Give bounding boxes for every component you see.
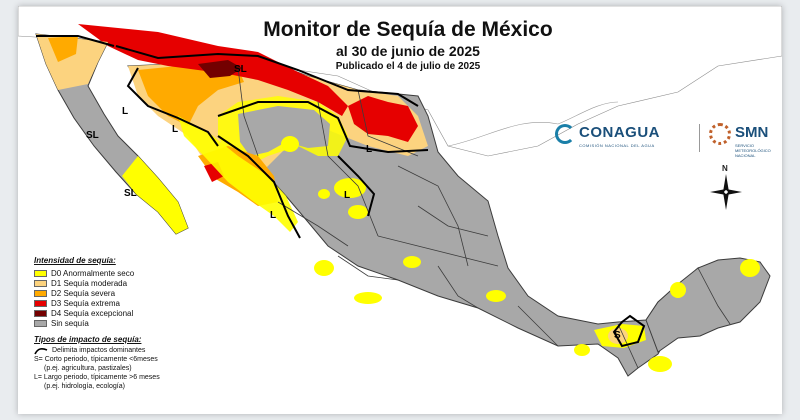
drought-d0-spot bbox=[348, 205, 368, 219]
drought-baja-south bbox=[122, 156, 188, 234]
smn-subtitle: SERVICIO METEOROLÓGICO NACIONAL bbox=[735, 143, 771, 158]
impact-short-example: (p.ej. agricultura, pastizales) bbox=[44, 365, 132, 372]
legend-item: D0 Anormalmente seco bbox=[34, 268, 224, 278]
legend-swatch bbox=[34, 309, 47, 317]
conagua-mark-icon bbox=[555, 124, 575, 144]
conagua-logo: CONAGUA COMISIÓN NACIONAL DEL AGUA bbox=[553, 120, 683, 156]
legend-swatch bbox=[34, 269, 47, 277]
legend-label: D0 Anormalmente seco bbox=[51, 268, 135, 278]
impact-boundary-row: Delimita impactos dominantes bbox=[34, 346, 224, 355]
drought-d0-spot bbox=[354, 292, 382, 304]
legend-item: Sin sequía bbox=[34, 318, 224, 328]
label-l-sonora: L bbox=[172, 124, 178, 135]
impact-title: Tipos de impacto de sequía: bbox=[34, 335, 142, 344]
drought-d0-spot bbox=[314, 260, 334, 276]
impact-boundary-label: Delimita impactos dominantes bbox=[52, 347, 146, 354]
drought-d0-spot bbox=[403, 256, 421, 268]
drought-d0-spot bbox=[486, 290, 506, 302]
drought-map: SL L L L L L SL SL S bbox=[18, 6, 782, 377]
map-title: Monitor de Sequía de México bbox=[263, 18, 553, 41]
impact-long-label: L= Largo periodo, típicamente >6 meses bbox=[34, 374, 160, 381]
impact-line-icon bbox=[34, 347, 48, 354]
no-drought-chihuahua bbox=[238, 106, 330, 156]
coast-usa-gulf bbox=[447, 101, 619, 147]
legend-item: D1 Sequía moderada bbox=[34, 278, 224, 288]
legend: Intensidad de sequía: D0 Anormalmente se… bbox=[34, 256, 224, 391]
drought-baja-d2 bbox=[48, 36, 78, 62]
legend-label: D2 Sequía severa bbox=[51, 288, 116, 298]
label-sl-baja-south: SL bbox=[124, 188, 137, 199]
smn-logo: SMN SERVICIO METEOROLÓGICO NACIONAL bbox=[709, 120, 782, 158]
drought-d0-spot bbox=[574, 344, 590, 356]
compass-rose: N bbox=[706, 164, 746, 212]
impact-boundaries bbox=[36, 35, 646, 348]
legend-swatch bbox=[34, 319, 47, 327]
conagua-name: CONAGUA bbox=[579, 124, 660, 141]
legend-item: D3 Sequía extrema bbox=[34, 298, 224, 308]
drought-d0-spot bbox=[740, 259, 760, 277]
title-block: Monitor de Sequía de México al 30 de jun… bbox=[228, 18, 588, 74]
legend-item: D4 Sequía excepcional bbox=[34, 308, 224, 318]
conagua-subtitle: COMISIÓN NACIONAL DEL AGUA bbox=[579, 143, 655, 148]
legend-item: D2 Sequía severa bbox=[34, 288, 224, 298]
yucatan-peninsula bbox=[645, 257, 771, 353]
drought-d0-spot bbox=[318, 189, 330, 199]
legend-label: D4 Sequía excepcional bbox=[51, 308, 134, 318]
drought-d0-spot bbox=[648, 356, 672, 372]
drought-d3-coahuila bbox=[348, 96, 418, 142]
map-frame: SL L L L L L SL SL S Monitor de Sequía d… bbox=[18, 6, 782, 414]
label-s-yucatan: S bbox=[614, 330, 621, 341]
smn-name: SMN bbox=[735, 124, 769, 141]
logo-divider bbox=[699, 124, 700, 152]
label-sl-baja-north: SL bbox=[86, 130, 99, 141]
smn-mark-icon bbox=[709, 123, 731, 145]
impact-long-example: (p.ej. hidrología, ecología) bbox=[44, 383, 125, 390]
legend-items: D0 Anormalmente seco D1 Sequía moderada D2… bbox=[34, 268, 224, 328]
legend-swatch bbox=[34, 289, 47, 297]
legend-label: D3 Sequía extrema bbox=[51, 298, 120, 308]
legend-title: Intensidad de sequía: bbox=[34, 256, 116, 265]
compass-north-label: N bbox=[722, 164, 728, 173]
drought-d0-spot bbox=[281, 136, 299, 152]
agency-logos: CONAGUA COMISIÓN NACIONAL DEL AGUA SMN S… bbox=[553, 120, 782, 160]
map-date: al 30 de junio de 2025 bbox=[336, 43, 480, 59]
drought-d4-north bbox=[198, 60, 242, 78]
impact-short-label: S= Corto periodo, típicamente <6meses bbox=[34, 356, 158, 363]
drought-d0-westcoast bbox=[178, 116, 298, 232]
drought-d0-spot bbox=[670, 282, 686, 298]
compass-icon bbox=[710, 174, 742, 210]
legend-swatch bbox=[34, 279, 47, 287]
drought-d2-sonora bbox=[138, 64, 244, 126]
legend-swatch bbox=[34, 299, 47, 307]
label-sl-north: SL bbox=[234, 64, 247, 75]
label-l-coahuila: L bbox=[366, 144, 372, 155]
drought-d0-spot bbox=[334, 178, 366, 198]
label-l-durango: L bbox=[270, 210, 276, 221]
label-l-chihuahua: L bbox=[344, 190, 350, 201]
label-l-northwest: L bbox=[122, 106, 128, 117]
legend-label: D1 Sequía moderada bbox=[51, 278, 128, 288]
state-borders bbox=[237, 67, 731, 369]
legend-label: Sin sequía bbox=[51, 318, 89, 328]
published-date: Publicado el 4 de julio de 2025 bbox=[335, 61, 481, 72]
